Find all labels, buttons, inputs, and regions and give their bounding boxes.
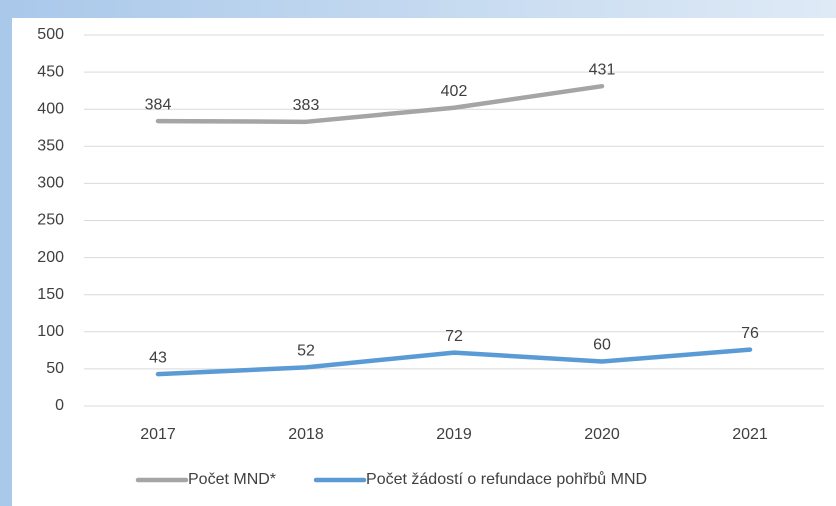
x-tick-label: 2017 bbox=[140, 426, 176, 443]
data-label: 60 bbox=[593, 337, 611, 354]
y-tick-label: 50 bbox=[46, 360, 64, 377]
x-tick-label: 2018 bbox=[288, 426, 324, 443]
data-label: 52 bbox=[297, 343, 315, 360]
series-line bbox=[155, 347, 753, 377]
y-tick-label: 450 bbox=[37, 63, 64, 80]
y-tick-label: 250 bbox=[37, 212, 64, 229]
data-label: 76 bbox=[741, 325, 759, 342]
legend-label: Počet žádostí o refundace pohřbů MND bbox=[366, 470, 647, 488]
data-label: 43 bbox=[149, 349, 167, 366]
y-tick-label: 300 bbox=[37, 175, 64, 192]
y-tick-label: 400 bbox=[37, 100, 64, 117]
legend-label: Počet MND* bbox=[188, 471, 276, 488]
x-tick-label: 2020 bbox=[584, 426, 620, 443]
data-label: 384 bbox=[145, 96, 172, 113]
x-tick-label: 2021 bbox=[732, 426, 768, 443]
y-tick-label: 500 bbox=[37, 26, 64, 43]
chart-area bbox=[12, 18, 836, 506]
y-tick-label: 100 bbox=[37, 323, 64, 340]
data-label: 383 bbox=[293, 97, 320, 114]
data-label: 402 bbox=[441, 83, 468, 100]
data-label: 72 bbox=[445, 328, 463, 345]
series-line bbox=[155, 83, 605, 125]
y-tick-label: 200 bbox=[37, 249, 64, 266]
y-tick-label: 0 bbox=[55, 397, 64, 414]
y-tick-label: 150 bbox=[37, 286, 64, 303]
y-tick-label: 350 bbox=[37, 138, 64, 155]
data-label: 431 bbox=[589, 61, 616, 78]
x-tick-label: 2019 bbox=[436, 426, 472, 443]
